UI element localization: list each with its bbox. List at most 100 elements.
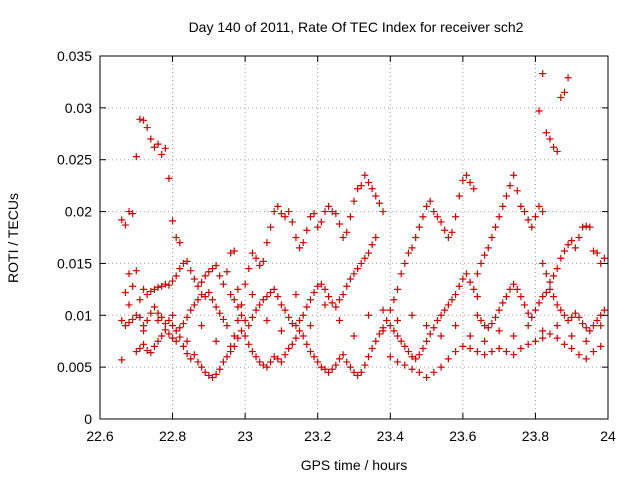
data-point [473,293,481,301]
data-point [292,322,300,330]
data-point [571,244,579,252]
data-point [183,313,191,321]
data-point [492,313,500,321]
data-point [132,153,140,161]
data-point [230,342,238,350]
data-point [172,234,180,241]
data-point [292,291,300,299]
data-point [219,280,227,288]
data-point [306,322,314,330]
data-point [466,278,474,286]
data-point [394,332,402,340]
data-point [510,171,518,179]
x-tick-label: 23.8 [522,428,549,444]
data-point [259,296,267,304]
data-point [455,282,463,290]
data-point [488,348,496,356]
x-tick-label: 23.6 [449,428,476,444]
y-tick-label: 0.03 [65,100,92,116]
data-point [296,327,304,335]
data-point [140,340,148,348]
data-point [263,363,271,371]
data-point [169,311,177,319]
data-point [437,311,445,319]
data-point [560,247,568,255]
data-point [495,344,503,352]
data-point [477,259,485,267]
y-tick-label: 0.02 [65,204,92,220]
data-point [354,371,362,379]
data-point [502,192,510,200]
data-point [332,303,340,311]
data-point [121,221,129,229]
data-point [238,327,246,335]
data-point [350,270,358,278]
data-point [589,247,597,255]
data-point [241,316,249,324]
x-tick-label: 24 [600,428,616,444]
data-point [357,182,365,190]
data-point [404,249,412,257]
data-point [227,291,235,299]
data-point [379,208,387,216]
data-point [354,185,362,193]
data-point [375,199,383,207]
x-tick-label: 22.6 [86,428,113,444]
data-point [281,306,289,314]
data-point [560,340,568,348]
data-point [372,234,380,241]
data-point [172,272,180,280]
data-point [288,218,296,226]
data-point [564,316,572,324]
data-point [386,353,394,361]
data-point [346,363,354,371]
data-point [361,171,369,179]
data-point [466,179,474,187]
data-point [502,293,510,301]
data-point [546,285,554,293]
data-point [223,353,231,361]
data-point [208,296,216,304]
data-point [227,249,235,257]
data-point [179,320,187,328]
data-point [230,332,238,340]
data-point [437,332,445,340]
data-point [299,311,307,319]
data-point [448,296,456,304]
data-point [281,213,289,221]
data-point [252,306,260,314]
data-point [343,228,351,236]
data-point [321,285,329,293]
data-point [234,316,242,324]
data-point [357,368,365,376]
data-point [568,332,576,340]
data-point [223,268,231,276]
data-point [415,351,423,359]
data-point [524,216,532,224]
data-point [179,342,187,350]
data-point [303,226,311,234]
y-tick-label: 0.025 [57,152,92,168]
data-point [317,218,325,226]
data-point [343,282,351,290]
data-point [553,265,561,273]
data-point [419,213,427,221]
data-point [161,144,169,152]
data-point [158,151,166,159]
y-tick-label: 0.01 [65,307,92,323]
data-point [386,306,394,314]
data-point [285,313,293,321]
data-point [169,322,177,330]
data-point [335,355,343,363]
data-point [263,293,271,301]
data-point [132,267,140,275]
data-point [415,368,423,376]
data-point [165,316,173,324]
data-point [288,320,296,328]
data-point [350,368,358,376]
data-point [252,353,260,361]
data-point [205,371,213,379]
data-point [550,272,558,280]
data-point [121,288,129,296]
data-point [484,244,492,252]
